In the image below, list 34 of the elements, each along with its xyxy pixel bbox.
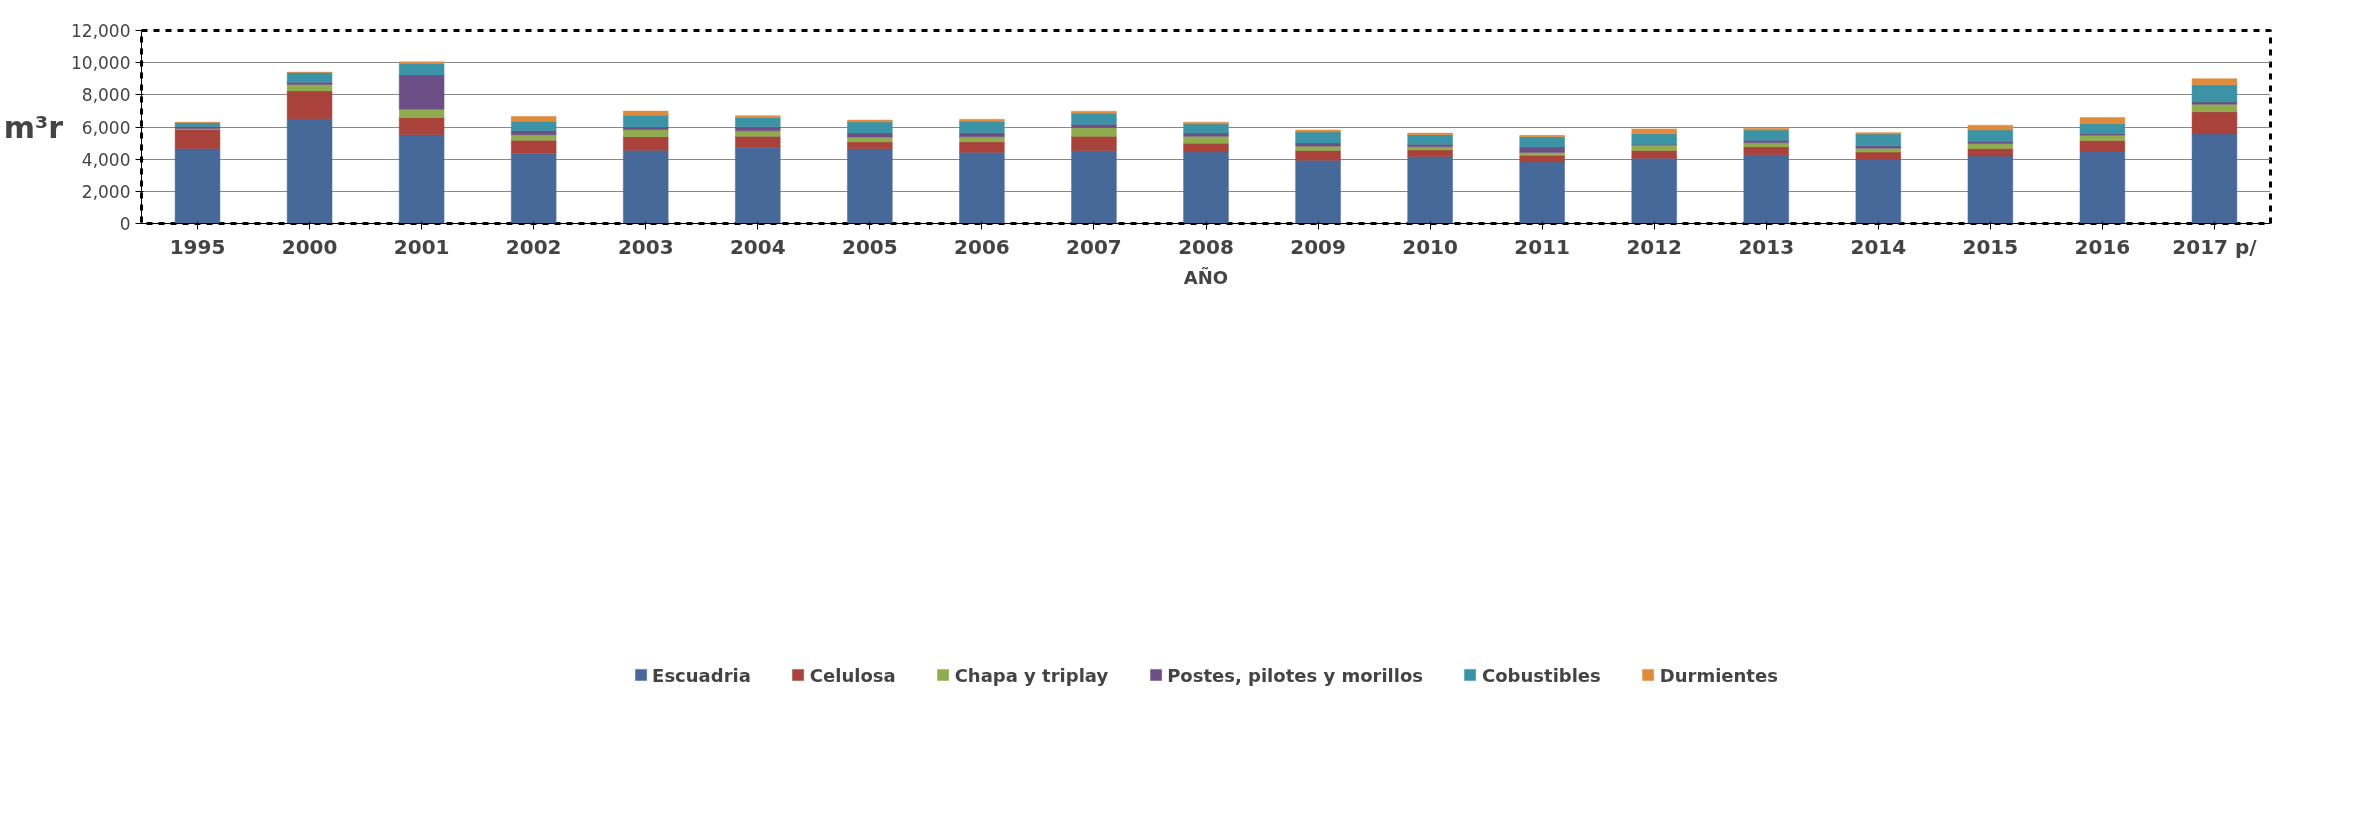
legend-label: Postes, pilotes y morillos — [1167, 664, 1424, 686]
y-tick-label: 2,000 — [81, 181, 131, 202]
x-tick-label: 2003 — [617, 234, 674, 259]
x-tick-label: 2004 — [729, 234, 786, 259]
x-tick-label: 2012 — [1626, 234, 1683, 259]
legend-label: Celulosa — [809, 664, 896, 686]
x-tick-label: 2014 — [1850, 234, 1907, 259]
x-tick-label: 1995 — [169, 234, 226, 259]
x-axis-title: AÑO — [1183, 265, 1229, 288]
legend-label: Chapa y triplay — [954, 664, 1109, 686]
y-tick-label: 12,000 — [71, 21, 131, 41]
legend-label: Cobustibles — [1482, 664, 1601, 686]
x-tick-label: 2016 — [2074, 234, 2131, 259]
legend-label: Durmientes — [1659, 664, 1778, 686]
y-tick-label: 10,000 — [71, 53, 131, 74]
y-tick-label: 8,000 — [81, 85, 131, 106]
x-tick-label: 2010 — [1402, 234, 1458, 259]
x-tick-label: 2011 — [1514, 234, 1570, 259]
x-tick-label: 2007 — [1066, 234, 1122, 259]
x-tick-label: 2000 — [281, 234, 338, 259]
legend-label: Escuadria — [652, 664, 751, 686]
x-tick-label: 2002 — [505, 234, 562, 259]
x-tick-label: 2008 — [1178, 234, 1234, 259]
y-tick-label: 0 — [119, 214, 131, 234]
x-tick-label: 2017 p/ — [2172, 234, 2258, 259]
y-axis-title: m³r — [3, 109, 64, 145]
x-tick-label: 2006 — [954, 234, 1010, 259]
y-tick-label: 6,000 — [81, 117, 131, 138]
x-tick-label: 2015 — [1962, 234, 2019, 259]
x-tick-label: 2005 — [842, 234, 898, 259]
x-tick-label: 2001 — [393, 234, 450, 259]
x-tick-label: 2013 — [1738, 234, 1795, 259]
y-tick-label: 4,000 — [81, 149, 131, 170]
x-tick-label: 2009 — [1290, 234, 1346, 259]
